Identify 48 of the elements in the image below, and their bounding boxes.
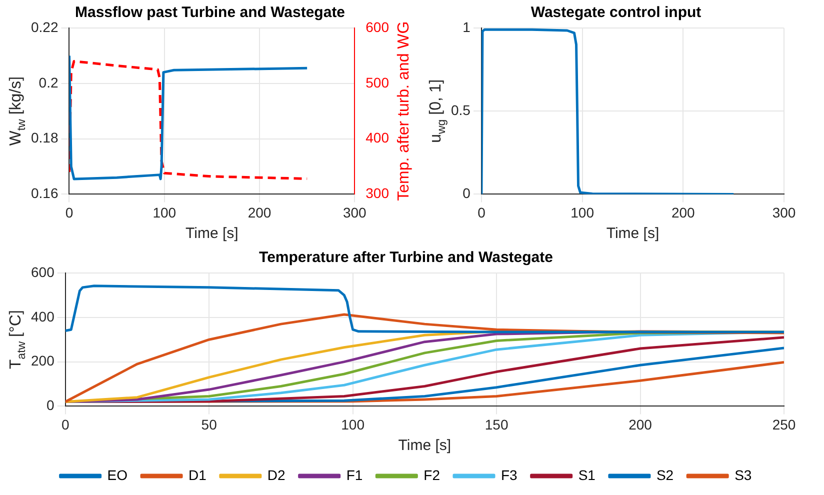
y-tick-label: 0.2 xyxy=(38,74,58,90)
y2-tick-label: 300 xyxy=(366,185,390,202)
y-tick-label: 0.22 xyxy=(31,18,58,35)
y-tick-label: 200 xyxy=(31,352,55,369)
legend-label: S2 xyxy=(656,466,674,483)
x-tick-label: 100 xyxy=(341,416,365,432)
legend-label: D1 xyxy=(188,466,207,483)
chart-title: Temperature after Turbine and Wastegate xyxy=(259,249,553,266)
y2-tick-label: 600 xyxy=(366,18,390,35)
y-tick-label: 0 xyxy=(46,397,55,414)
y2-tick-label: 400 xyxy=(366,130,390,146)
chart-title: Massflow past Turbine and Wastegate xyxy=(74,4,346,22)
x-axis-title: Time [s] xyxy=(606,225,660,242)
legend-label: S1 xyxy=(578,466,596,483)
y-tick-label: 0 xyxy=(462,185,471,202)
x-tick-label: 150 xyxy=(484,416,508,432)
x-tick-label: 0 xyxy=(478,204,486,220)
y-axis-title: Wtw [kg/s] xyxy=(7,76,28,146)
legend-label: EO xyxy=(107,466,128,483)
y2-axis-title: Temp. after turb. and WG xyxy=(395,21,412,201)
y-axis-title: Tatw [°C] xyxy=(7,310,28,370)
x-axis-title: Time [s] xyxy=(186,225,238,242)
legend-label: F1 xyxy=(346,466,363,483)
x-tick-label: 300 xyxy=(772,204,796,220)
x-axis-title: Time [s] xyxy=(398,437,452,454)
x-tick-label: 200 xyxy=(248,204,272,220)
x-tick-label: 0 xyxy=(65,204,74,220)
y-tick-label: 0.5 xyxy=(450,102,471,118)
legend-label: D2 xyxy=(267,466,286,483)
y-axis-title: uwg [0, 1] xyxy=(427,79,448,143)
legend-label: S3 xyxy=(734,466,752,483)
y2-tick-label: 500 xyxy=(366,74,390,90)
chart-title: Wastegate control input xyxy=(530,4,702,22)
x-tick-label: 100 xyxy=(152,204,176,220)
x-tick-label: 200 xyxy=(628,416,652,432)
y-tick-label: 0.18 xyxy=(31,130,58,146)
legend-label: F3 xyxy=(500,466,518,483)
x-tick-label: 50 xyxy=(201,416,218,432)
x-tick-label: 250 xyxy=(772,416,796,432)
y-tick-label: 400 xyxy=(31,308,55,324)
x-tick-label: 200 xyxy=(671,204,696,220)
y-tick-label: 0.16 xyxy=(31,185,58,202)
x-tick-label: 300 xyxy=(342,204,367,220)
y-tick-label: 1 xyxy=(462,18,471,35)
y-tick-label: 600 xyxy=(31,264,55,280)
legend-label: F2 xyxy=(424,466,440,483)
x-tick-label: 100 xyxy=(570,204,594,220)
x-tick-label: 0 xyxy=(61,416,70,432)
